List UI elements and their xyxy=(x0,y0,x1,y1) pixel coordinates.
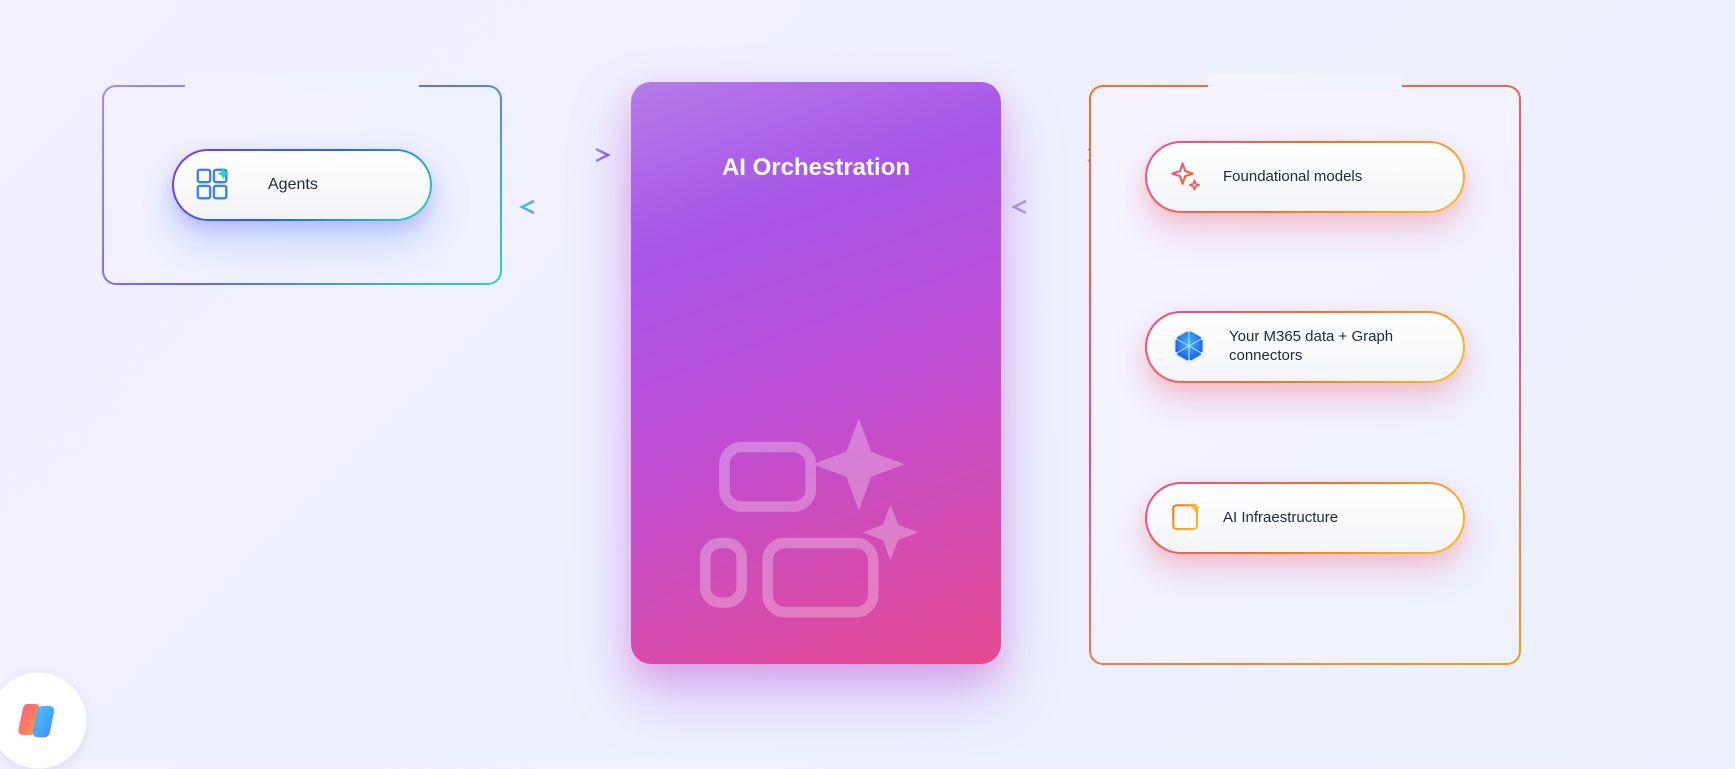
arrow-left-to-center xyxy=(520,148,610,162)
left-panel: MICROSOFT COPILOT UI Agents xyxy=(102,85,502,285)
center-decor-icon xyxy=(671,399,941,639)
right-panel-title: MICROSOFT CLOUD xyxy=(1208,75,1402,92)
sparkle-icon xyxy=(1169,160,1203,194)
agents-pill: Agents xyxy=(172,149,432,221)
agents-label: Agents xyxy=(268,176,318,194)
agents-pill-inner: Agents xyxy=(174,151,430,219)
cloud-pill-label: Foundational models xyxy=(1223,168,1362,187)
right-panel-body: MICROSOFT CLOUD Foundational models xyxy=(1091,87,1519,663)
copilot-logo-badge xyxy=(0,673,86,769)
cloud-pill-label: AI Infraestructure xyxy=(1223,509,1338,528)
cloud-pill-foundational: Foundational models xyxy=(1145,141,1465,213)
cloud-pill-infra: AI Infraestructure xyxy=(1145,482,1465,554)
cloud-pill-m365: Your M365 data + Graph connectors xyxy=(1145,311,1465,383)
left-panel-title: MICROSOFT COPILOT UI xyxy=(185,73,419,90)
cloud-pill-label: Your M365 data + Graph connectors xyxy=(1229,328,1441,366)
right-panel: MICROSOFT CLOUD Foundational models xyxy=(1089,85,1521,665)
center-title: AI Orchestration xyxy=(631,82,1001,182)
grid-sparkle-icon xyxy=(1169,501,1203,535)
center-card: AI Orchestration xyxy=(631,82,1001,664)
left-panel-body: MICROSOFT COPILOT UI Agents xyxy=(104,87,500,283)
hexagon-network-icon xyxy=(1169,327,1209,367)
arrow-center-to-left xyxy=(520,200,610,214)
grid-sparkle-icon xyxy=(194,166,232,204)
copilot-logo-icon xyxy=(13,696,63,746)
